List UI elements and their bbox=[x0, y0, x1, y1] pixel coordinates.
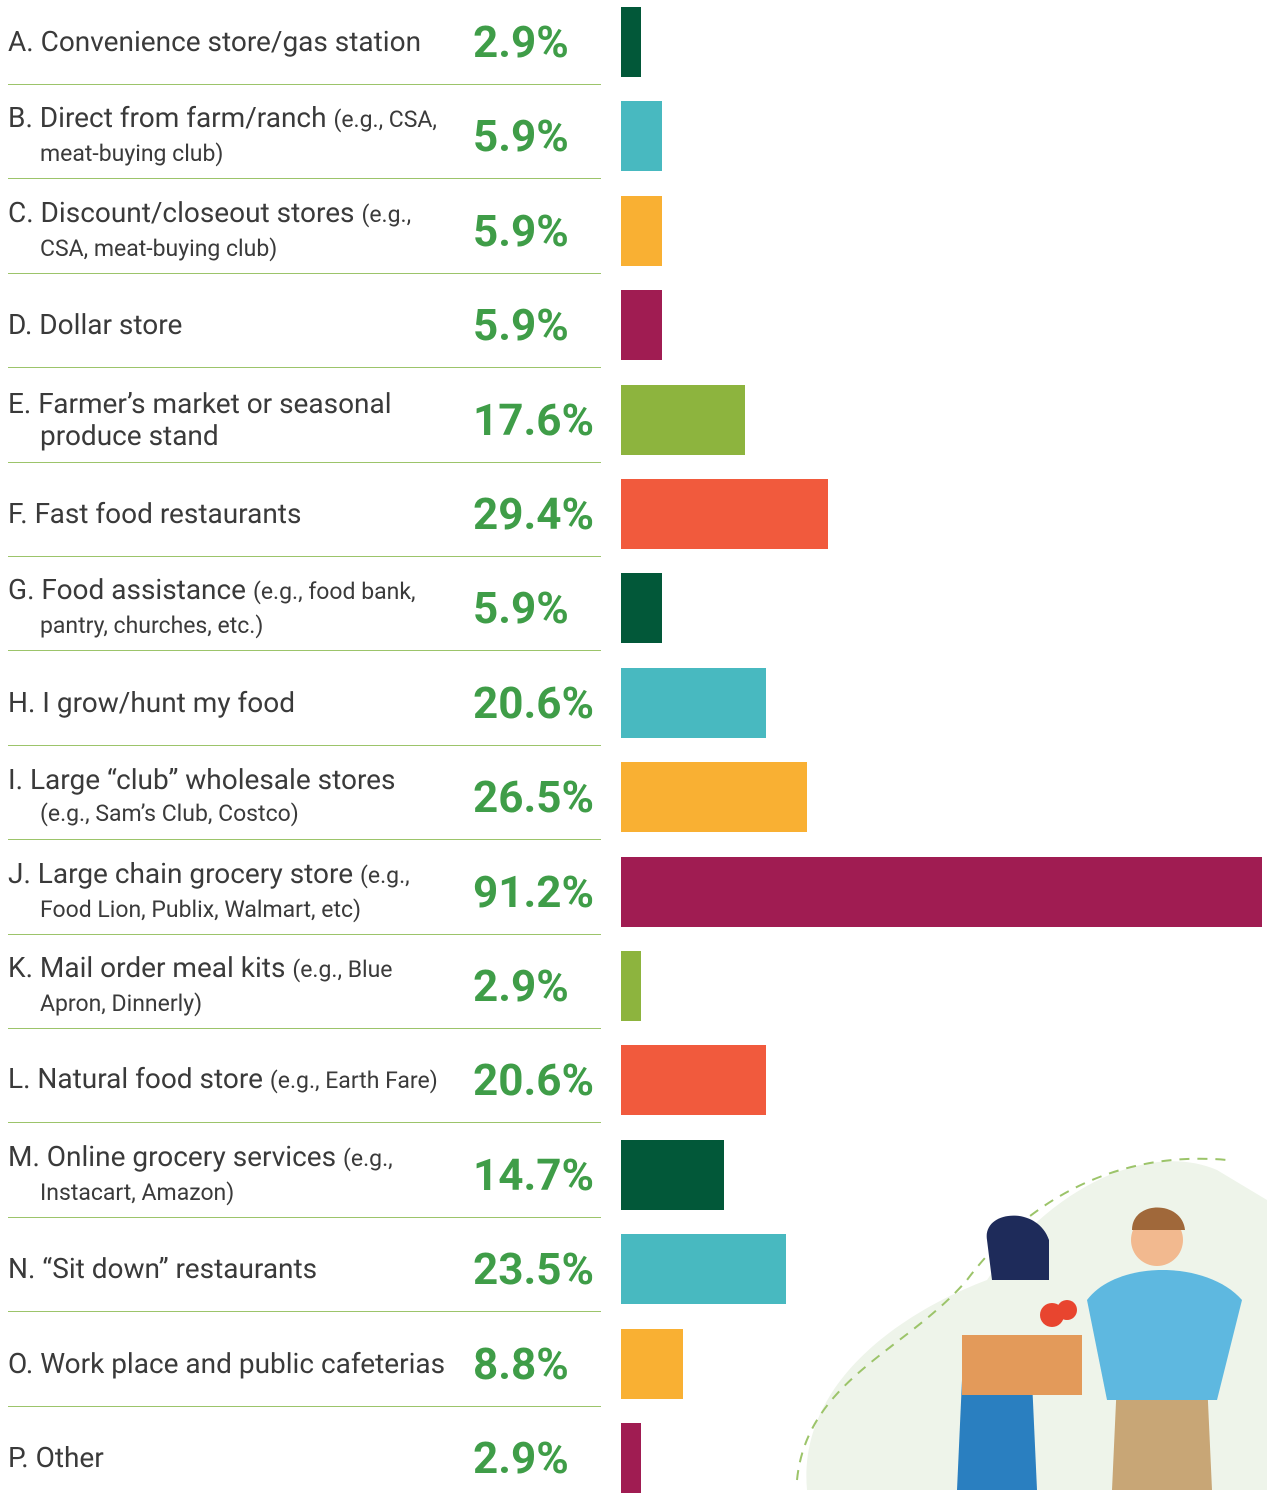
separator bbox=[8, 839, 601, 840]
category-label: C. Discount/closeout stores (e.g., CSA, … bbox=[8, 197, 448, 265]
illustration bbox=[787, 1130, 1267, 1490]
category-text: E. Farmer’s market or seasonal produce s… bbox=[8, 387, 392, 452]
value-label: 91.2% bbox=[473, 866, 594, 918]
category-text: P. Other bbox=[8, 1441, 104, 1474]
value-label: 5.9% bbox=[473, 205, 569, 257]
bar bbox=[621, 290, 662, 360]
category-note: (e.g., Sam’s Club, Costco) bbox=[40, 800, 299, 827]
separator bbox=[8, 84, 601, 85]
value-label: 14.7% bbox=[473, 1149, 594, 1201]
value-label: 29.4% bbox=[473, 488, 594, 540]
category-label: B. Direct from farm/ranch (e.g., CSA, me… bbox=[8, 102, 448, 170]
category-label: I. Large “club” wholesale stores (e.g., … bbox=[8, 764, 448, 830]
bar bbox=[621, 1045, 766, 1115]
category-text: A. Convenience store/gas station bbox=[8, 25, 421, 58]
separator bbox=[8, 462, 601, 463]
category-text: H. I grow/hunt my food bbox=[8, 686, 295, 719]
page: (() => { const data = JSON.parse(documen… bbox=[0, 0, 1267, 1490]
category-text: J. Large chain grocery store bbox=[8, 857, 353, 890]
category-text: B. Direct from farm/ranch bbox=[8, 101, 327, 134]
separator bbox=[8, 1311, 601, 1312]
separator bbox=[8, 934, 601, 935]
separator bbox=[8, 1028, 601, 1029]
category-text: G. Food assistance bbox=[8, 573, 246, 606]
value-label: 2.9% bbox=[473, 16, 569, 68]
category-text: K. Mail order meal kits bbox=[8, 951, 285, 984]
category-text: N. “Sit down” restaurants bbox=[8, 1252, 317, 1285]
category-text: C. Discount/closeout stores bbox=[8, 196, 355, 229]
value-label: 20.6% bbox=[473, 1054, 594, 1106]
separator bbox=[8, 1217, 601, 1218]
value-label: 5.9% bbox=[473, 110, 569, 162]
category-label: G. Food assistance (e.g., food bank, pan… bbox=[8, 574, 448, 642]
category-label: L. Natural food store (e.g., Earth Fare) bbox=[8, 1063, 448, 1097]
bar bbox=[621, 857, 1262, 927]
category-text: L. Natural food store bbox=[8, 1062, 263, 1095]
value-label: 5.9% bbox=[473, 582, 569, 634]
category-text: F. Fast food restaurants bbox=[8, 497, 301, 530]
category-text: M. Online grocery services bbox=[8, 1140, 336, 1173]
category-label: J. Large chain grocery store (e.g., Food… bbox=[8, 858, 448, 926]
separator bbox=[8, 273, 601, 274]
bar bbox=[621, 668, 766, 738]
value-label: 5.9% bbox=[473, 299, 569, 351]
bar bbox=[621, 385, 745, 455]
separator bbox=[8, 745, 601, 746]
category-label: M. Online grocery services (e.g., Instac… bbox=[8, 1141, 448, 1209]
bar bbox=[621, 7, 641, 77]
bar bbox=[621, 951, 641, 1021]
separator bbox=[8, 178, 601, 179]
bar bbox=[621, 1329, 683, 1399]
value-label: 2.9% bbox=[473, 1432, 569, 1484]
value-label: 20.6% bbox=[473, 677, 594, 729]
value-label: 17.6% bbox=[473, 394, 594, 446]
bar bbox=[621, 1423, 641, 1493]
separator bbox=[8, 1406, 601, 1407]
category-label: H. I grow/hunt my food bbox=[8, 687, 448, 719]
bar bbox=[621, 196, 662, 266]
category-text: O. Work place and public cafeterias bbox=[8, 1347, 445, 1380]
category-text: D. Dollar store bbox=[8, 308, 182, 341]
category-label: E. Farmer’s market or seasonal produce s… bbox=[8, 388, 448, 452]
value-label: 23.5% bbox=[473, 1243, 594, 1295]
separator bbox=[8, 1122, 601, 1123]
separator bbox=[8, 367, 601, 368]
bar bbox=[621, 1234, 786, 1304]
category-label: D. Dollar store bbox=[8, 309, 448, 341]
separator bbox=[8, 556, 601, 557]
category-label: K. Mail order meal kits (e.g., Blue Apro… bbox=[8, 952, 448, 1020]
separator bbox=[8, 650, 601, 651]
bar bbox=[621, 1140, 724, 1210]
value-label: 26.5% bbox=[473, 771, 594, 823]
category-label: N. “Sit down” restaurants bbox=[8, 1253, 448, 1285]
category-label: A. Convenience store/gas station bbox=[8, 26, 448, 58]
category-label: O. Work place and public cafeterias bbox=[8, 1348, 448, 1380]
bar bbox=[621, 573, 662, 643]
bar bbox=[621, 762, 807, 832]
bar bbox=[621, 479, 828, 549]
bar bbox=[621, 101, 662, 171]
category-label: F. Fast food restaurants bbox=[8, 498, 448, 530]
category-text: I. Large “club” wholesale stores bbox=[8, 763, 395, 796]
value-label: 8.8% bbox=[473, 1338, 569, 1390]
category-label: P. Other bbox=[8, 1442, 448, 1474]
value-label: 2.9% bbox=[473, 960, 569, 1012]
category-note: (e.g., Earth Fare) bbox=[270, 1067, 438, 1094]
